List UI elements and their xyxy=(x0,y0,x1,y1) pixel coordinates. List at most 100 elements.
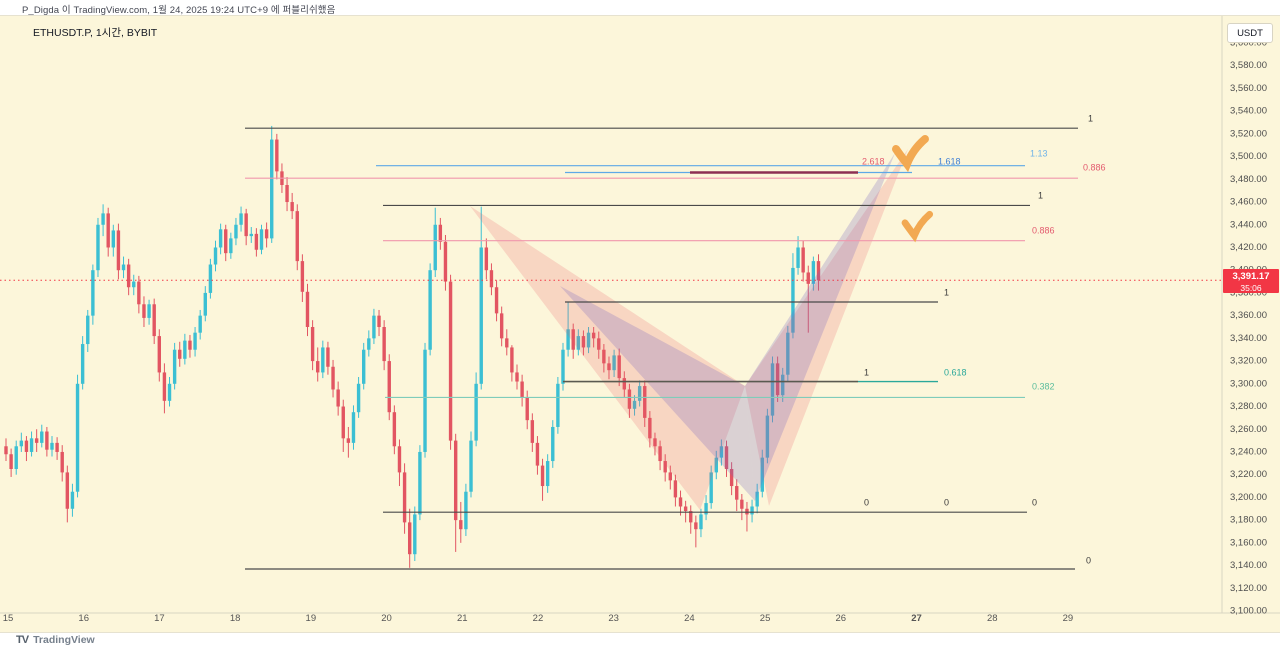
candle xyxy=(346,426,351,458)
candle xyxy=(571,323,575,359)
candle xyxy=(617,348,621,387)
candle xyxy=(453,433,458,552)
candle xyxy=(162,363,167,414)
fib-label: 0 xyxy=(1086,555,1091,565)
candle xyxy=(178,341,182,367)
candle xyxy=(448,274,453,450)
candlestick-chart[interactable]: 1 2.618 1.618 1.13 0.886 1 0.886 1 1 0.618 0.382 0 0… xyxy=(0,16,1280,632)
price-tick: 3,460.00 xyxy=(1230,197,1267,208)
candle xyxy=(535,436,540,475)
candle xyxy=(249,227,253,243)
candle xyxy=(116,223,121,280)
time-tick: 20 xyxy=(381,613,392,624)
candle xyxy=(45,426,49,457)
candle xyxy=(760,449,764,498)
price-axis[interactable]: 3,600.00 3,580.00 3,560.00 3,540.00 3,520.00… xyxy=(1230,38,1267,617)
candle xyxy=(423,342,427,458)
candle xyxy=(326,341,330,375)
candle xyxy=(152,298,156,345)
candle xyxy=(811,256,816,291)
candle xyxy=(489,263,494,296)
candle xyxy=(484,238,489,280)
candle xyxy=(551,420,555,468)
price-tick: 3,180.00 xyxy=(1230,515,1267,526)
candle xyxy=(806,265,810,333)
candle xyxy=(433,207,437,278)
candle xyxy=(305,283,310,337)
candle xyxy=(101,204,105,237)
candle xyxy=(418,445,422,521)
fib-label: 1 xyxy=(1088,113,1093,123)
candle xyxy=(402,463,407,534)
price-tick: 3,480.00 xyxy=(1230,174,1267,185)
time-axis[interactable]: 15 16 17 18 19 20 21 22 23 24 25 26 27 28 29 xyxy=(3,613,1074,624)
candle xyxy=(438,217,443,250)
time-tick: 29 xyxy=(1063,613,1074,624)
fib-label: 2.618 xyxy=(862,156,885,166)
candle xyxy=(356,376,361,418)
candle xyxy=(208,258,213,299)
harmonic-patterns-layer[interactable] xyxy=(470,149,908,510)
candle xyxy=(566,302,570,357)
candle xyxy=(740,493,744,521)
candle xyxy=(597,331,601,359)
candle xyxy=(627,383,632,418)
candle xyxy=(622,371,627,398)
candle xyxy=(147,299,151,325)
candle xyxy=(770,356,775,423)
candle xyxy=(510,345,514,382)
candle xyxy=(392,405,397,455)
candle xyxy=(285,177,289,212)
candle xyxy=(586,327,591,354)
symbol-legend[interactable]: ETHUSDT.P, 1시간, BYBIT xyxy=(33,27,158,39)
time-tick: 16 xyxy=(78,613,89,624)
candle xyxy=(316,347,320,382)
candle xyxy=(75,374,80,498)
candle xyxy=(428,263,432,356)
candle xyxy=(643,380,647,427)
price-tick: 3,440.00 xyxy=(1230,219,1267,230)
candle xyxy=(530,413,535,452)
fib-label: 1.618 xyxy=(938,156,961,166)
candle xyxy=(259,224,264,255)
candle xyxy=(34,429,39,452)
candle xyxy=(275,133,279,180)
candle xyxy=(254,228,259,257)
fib-levels-layer[interactable] xyxy=(245,127,1078,570)
candle xyxy=(816,254,821,291)
candle xyxy=(142,296,146,327)
candle xyxy=(341,399,345,452)
chart-card: 1 2.618 1.618 1.13 0.886 1 0.886 1 1 0.618 0.382 0 0… xyxy=(0,15,1280,646)
harmonic-pink-xab[interactable] xyxy=(470,206,745,510)
fib-labels-layer: 1 2.618 1.618 1.13 0.886 1 0.886 1 1 0.618 0.382 0 0… xyxy=(862,113,1106,565)
price-tick: 3,300.00 xyxy=(1230,378,1267,389)
candle xyxy=(678,490,683,516)
candle xyxy=(663,454,667,482)
candle xyxy=(24,436,29,462)
candle xyxy=(459,501,463,543)
fib-label: 1 xyxy=(944,287,949,297)
candle xyxy=(694,515,698,548)
price-tick: 3,240.00 xyxy=(1230,446,1267,457)
candle xyxy=(556,376,560,434)
candle xyxy=(505,329,509,356)
candle xyxy=(70,483,75,517)
candles-layer[interactable] xyxy=(4,125,821,568)
time-tick: 21 xyxy=(457,613,468,624)
tradingview-logo-icon: TV xyxy=(16,634,29,646)
price-tick: 3,560.00 xyxy=(1230,83,1267,94)
candle xyxy=(637,380,642,407)
candle xyxy=(29,431,34,457)
harmonic-pink-bcd[interactable] xyxy=(745,149,908,506)
candle xyxy=(602,344,606,373)
candle xyxy=(668,465,672,490)
candle xyxy=(96,217,100,278)
harmonic-purple-bcd[interactable] xyxy=(745,153,895,501)
fib-label: 0.618 xyxy=(944,367,967,377)
harmonic-purple-xab[interactable] xyxy=(560,286,755,501)
candle xyxy=(132,274,136,296)
candle xyxy=(407,508,412,568)
fib-label: 1 xyxy=(864,367,869,377)
candle xyxy=(55,437,59,460)
currency-chip[interactable]: USDT xyxy=(1227,23,1273,43)
